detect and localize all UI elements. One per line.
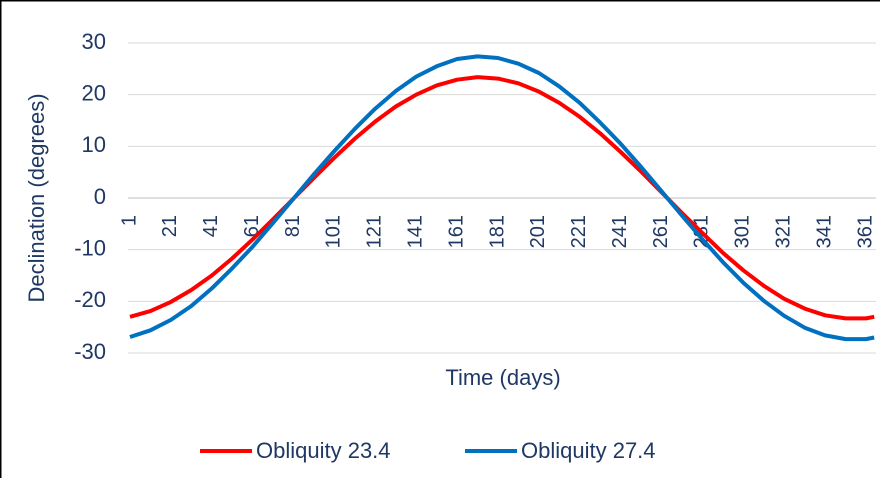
legend-label: Obliquity 23.4 [256, 438, 391, 463]
x-tick-label: 61 [241, 215, 263, 237]
series-line [129, 54, 875, 342]
x-tick-label: 21 [159, 215, 181, 237]
x-tick-label: 241 [609, 215, 631, 248]
x-tick-label: 121 [364, 215, 386, 248]
y-tick-label: 10 [82, 132, 106, 157]
x-tick-label: 361 [854, 215, 876, 248]
x-tick-label: 341 [813, 215, 835, 248]
x-tick-label: 1 [118, 215, 140, 226]
y-tick-label: -20 [74, 287, 106, 312]
y-tick-label: 0 [94, 184, 106, 209]
y-tick-label: -30 [74, 339, 106, 364]
x-tick-label: 141 [405, 215, 427, 248]
y-axis-title: Declination (degrees) [24, 93, 49, 302]
x-tick-label: 81 [282, 215, 304, 237]
x-tick-label: 221 [568, 215, 590, 248]
x-tick-label: 321 [773, 215, 795, 248]
legend-label: Obliquity 27.4 [521, 438, 656, 463]
y-tick-label: -10 [74, 235, 106, 260]
x-tick-label: 181 [486, 215, 508, 248]
x-axis-title: Time (days) [445, 365, 560, 390]
x-tick-label: 41 [200, 215, 222, 237]
y-tick-label: 20 [82, 80, 106, 105]
y-tick-label: 30 [82, 29, 106, 54]
x-tick-label: 261 [650, 215, 672, 248]
x-tick-label: 301 [732, 215, 754, 248]
series-line [129, 75, 875, 321]
x-tick-label: 201 [527, 215, 549, 248]
x-tick-label: 101 [323, 215, 345, 248]
x-tick-label: 161 [445, 215, 467, 248]
